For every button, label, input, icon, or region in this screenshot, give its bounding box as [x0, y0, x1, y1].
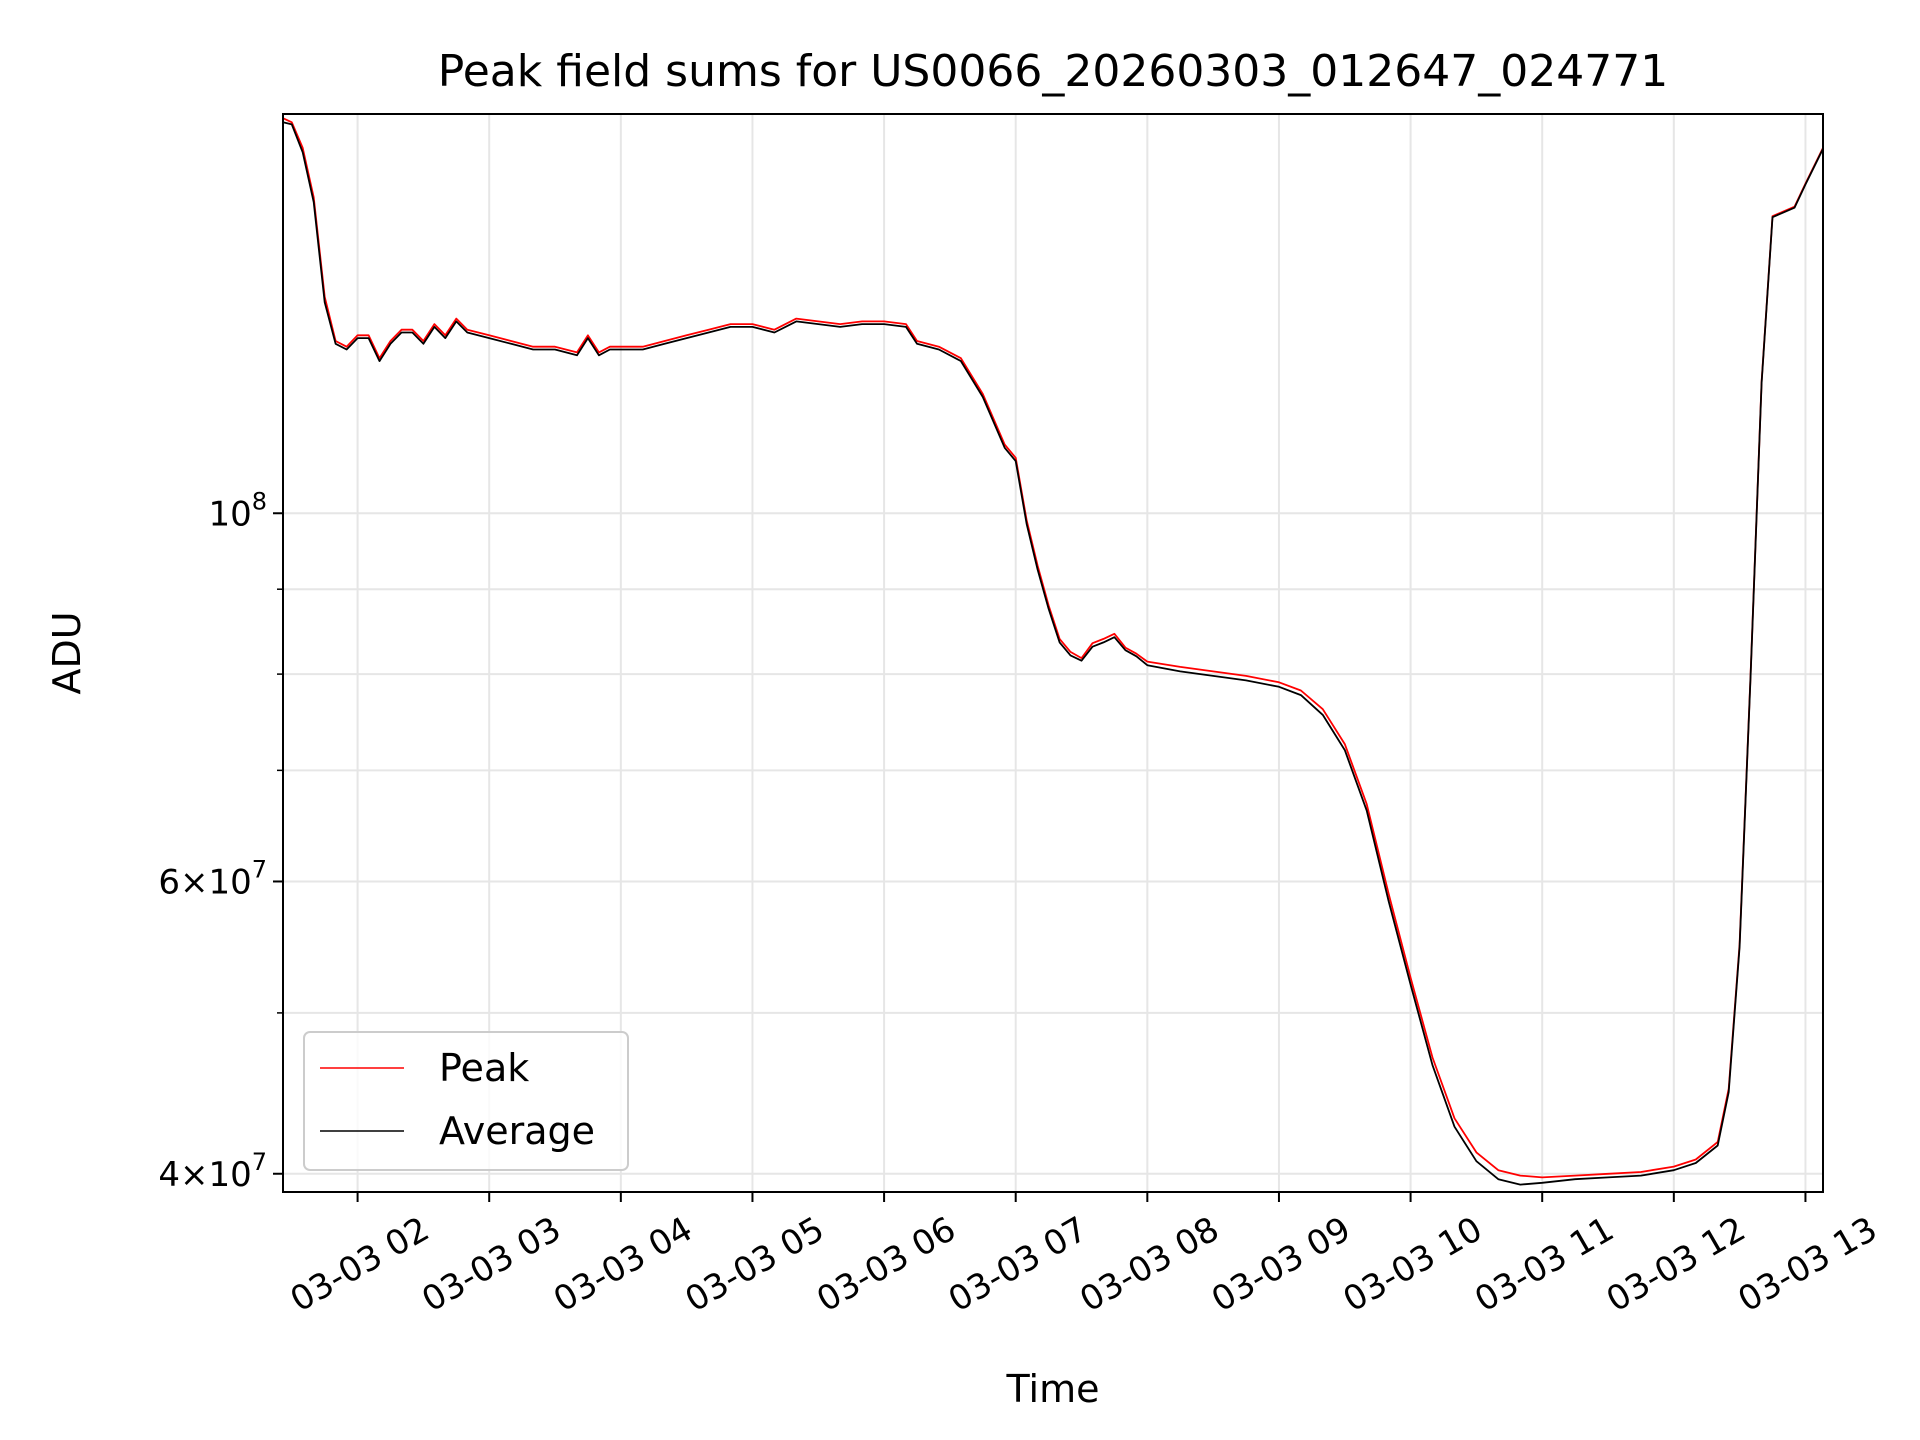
x-axis-label: Time: [1006, 1367, 1100, 1411]
y-tick-mantissa: 6: [158, 862, 180, 902]
grid-lines: [283, 114, 1823, 1192]
y-tick-base: 10: [208, 494, 251, 534]
y-tick-label: 4×107: [158, 1148, 267, 1195]
legend-label-peak: Peak: [439, 1046, 529, 1090]
y-tick-times: ×: [180, 1155, 209, 1195]
y-tick-exponent: 7: [252, 855, 267, 883]
y-tick-label: 6×107: [158, 855, 267, 902]
series-line-peak: [282, 117, 1824, 1179]
series-line-average: [282, 121, 1824, 1186]
chart-title: Peak field sums for US0066_20260303_0126…: [438, 46, 1668, 97]
y-tick-exponent: 8: [252, 487, 267, 515]
y-tick-mantissa: 4: [158, 1155, 180, 1195]
y-tick-exponent: 7: [252, 1148, 267, 1176]
y-axis-label: ADU: [45, 611, 89, 694]
y-tick-label: 108: [208, 487, 267, 534]
legend-label-average: Average: [439, 1109, 595, 1153]
legend-box: [303, 1031, 629, 1171]
y-tick-base: 10: [208, 862, 251, 902]
y-tick-times: ×: [180, 862, 209, 902]
y-tick-base: 10: [208, 1155, 251, 1195]
plot-area: [282, 117, 1824, 1186]
plot-frame: [282, 113, 1824, 1193]
legend: Peak Average: [303, 1031, 629, 1171]
